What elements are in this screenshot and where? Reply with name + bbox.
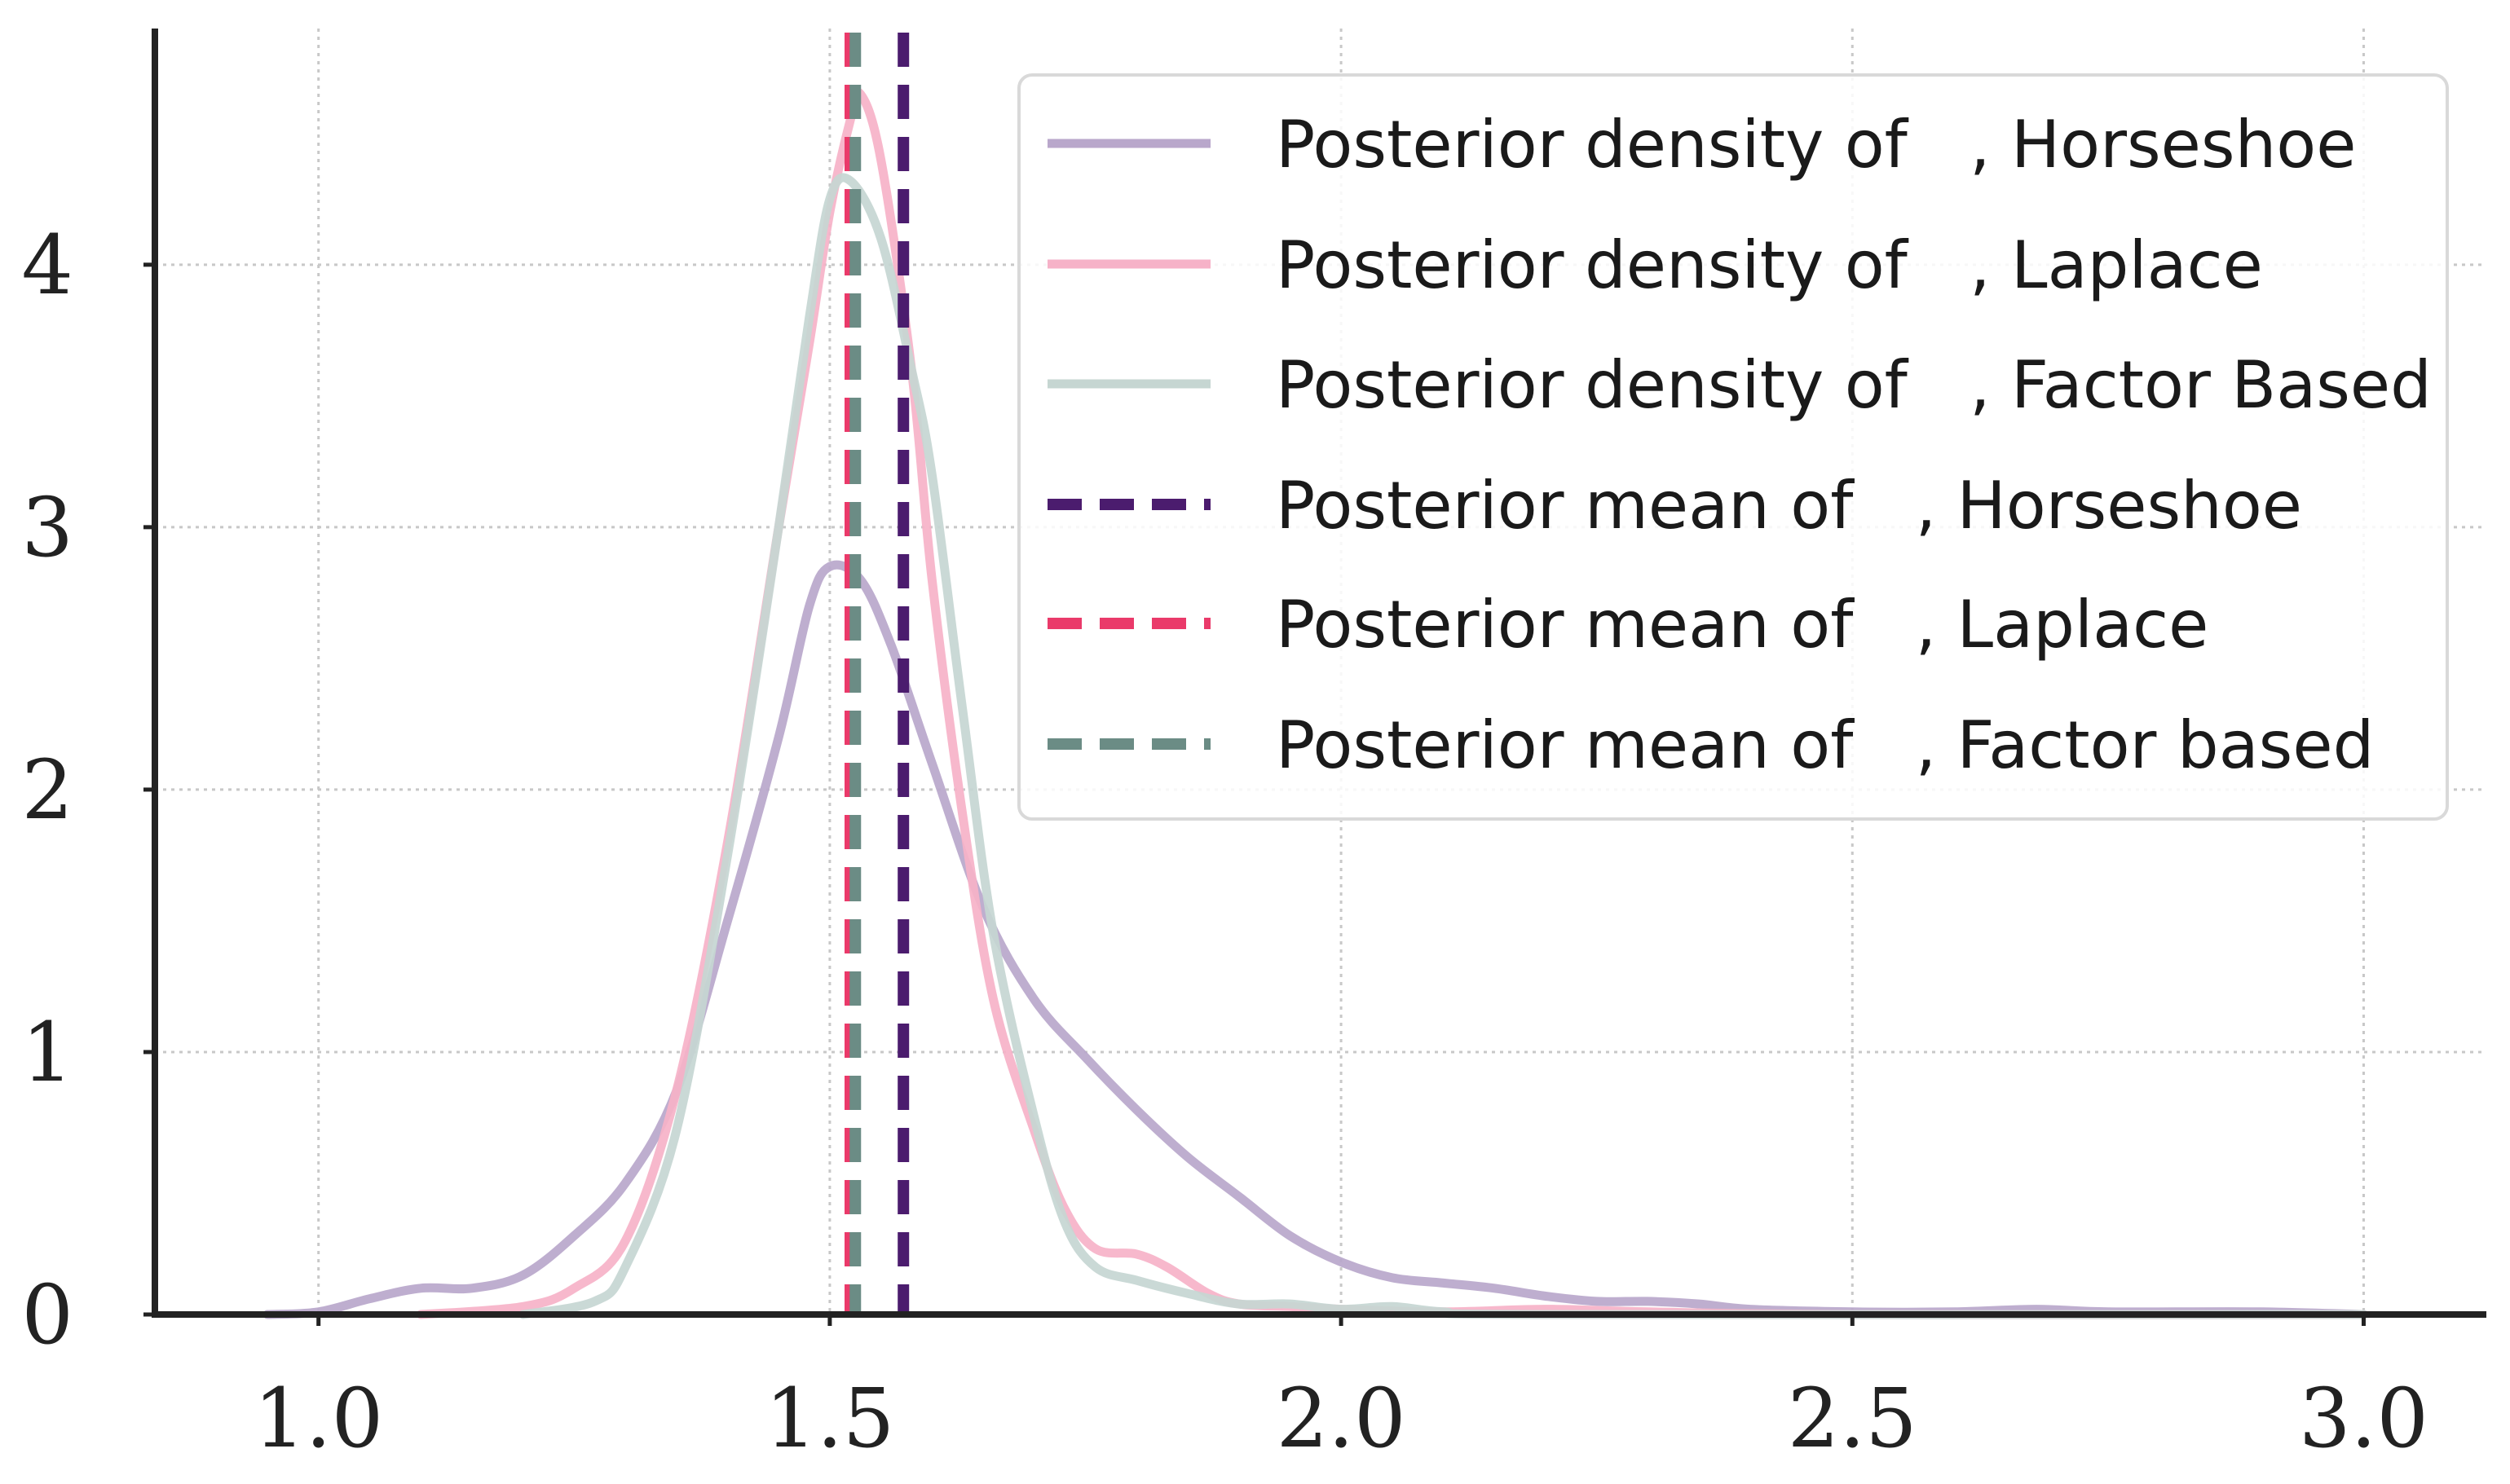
legend-label-factor-density: Posterior density of , Factor Based <box>1276 347 2432 423</box>
y-tick-label: 4 <box>21 218 73 313</box>
x-tick-label: 2.0 <box>1277 1371 1406 1466</box>
x-tick-label: 3.0 <box>2299 1371 2428 1466</box>
y-tick-label: 1 <box>21 1005 73 1100</box>
x-tick-label: 1.0 <box>254 1371 383 1466</box>
y-tick-label: 0 <box>21 1267 73 1363</box>
legend-label-horseshoe-density: Posterior density of , Horseshoe <box>1276 107 2356 183</box>
legend-label-laplace-density: Posterior density of , Laplace <box>1276 227 2263 303</box>
legend: Posterior density of , Horseshoe Posteri… <box>1019 75 2447 819</box>
legend-label-laplace-mean: Posterior mean of , Laplace <box>1276 587 2208 663</box>
legend-label-factor-mean: Posterior mean of , Factor based <box>1276 707 2374 783</box>
density-chart: 1.0 1.5 2.0 2.5 3.0 0 1 2 3 4 Posterior density o… <box>0 0 2510 1484</box>
y-tick-label: 3 <box>21 480 73 575</box>
legend-label-horseshoe-mean: Posterior mean of , Horseshoe <box>1276 468 2302 544</box>
x-tick-label: 1.5 <box>765 1371 894 1466</box>
y-tick-label: 2 <box>21 742 73 838</box>
x-tick-label: 2.5 <box>1788 1371 1917 1466</box>
